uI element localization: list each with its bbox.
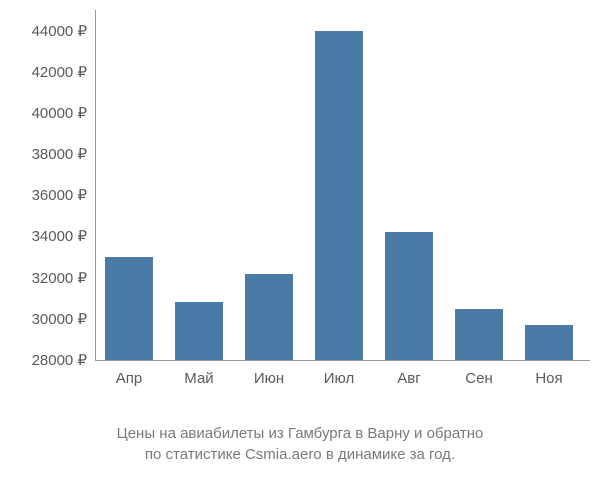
x-tick-label: Май [175,370,223,387]
y-axis: 28000 ₽30000 ₽32000 ₽34000 ₽36000 ₽38000… [10,10,95,360]
y-tick-label: 44000 ₽ [32,22,87,40]
chart-caption: Цены на авиабилеты из Гамбурга в Варну и… [0,423,600,465]
plot-area [95,10,590,360]
x-tick-label: Сен [455,370,503,387]
caption-line2: по статистике Csmia.aero в динамике за г… [145,446,455,463]
caption-line1: Цены на авиабилеты из Гамбурга в Варну и… [117,425,484,442]
y-tick-label: 36000 ₽ [32,186,87,204]
y-tick-label: 38000 ₽ [32,145,87,163]
bar [315,31,363,360]
bars-group [95,10,590,360]
x-tick-label: Апр [105,370,153,387]
bar [105,257,153,360]
price-chart: 28000 ₽ 30000 ₽ 32000 ₽ 34000 ₽ 36000 ₽ 38000… [10,10,590,410]
y-tick-label: 34000 ₽ [32,227,87,245]
y-tick-label: 30000 ₽ [32,310,87,328]
y-tick-label: 42000 ₽ [32,63,87,81]
x-tick-label: Ноя [525,370,573,387]
x-tick-label: Авг [385,370,433,387]
bar [525,325,573,360]
y-tick-label: 40000 ₽ [32,104,87,122]
x-tick-label: Июл [315,370,363,387]
x-tick-label: Июн [245,370,293,387]
bar [175,302,223,360]
bar [245,274,293,360]
y-tick-label: 28000 ₽ [32,351,87,369]
x-axis-line [95,360,590,361]
y-tick-label: 32000 ₽ [32,269,87,287]
bar [455,309,503,360]
bar [385,232,433,360]
x-axis: Апр Май Июн Июл Авг Сен Ноя [95,370,590,387]
